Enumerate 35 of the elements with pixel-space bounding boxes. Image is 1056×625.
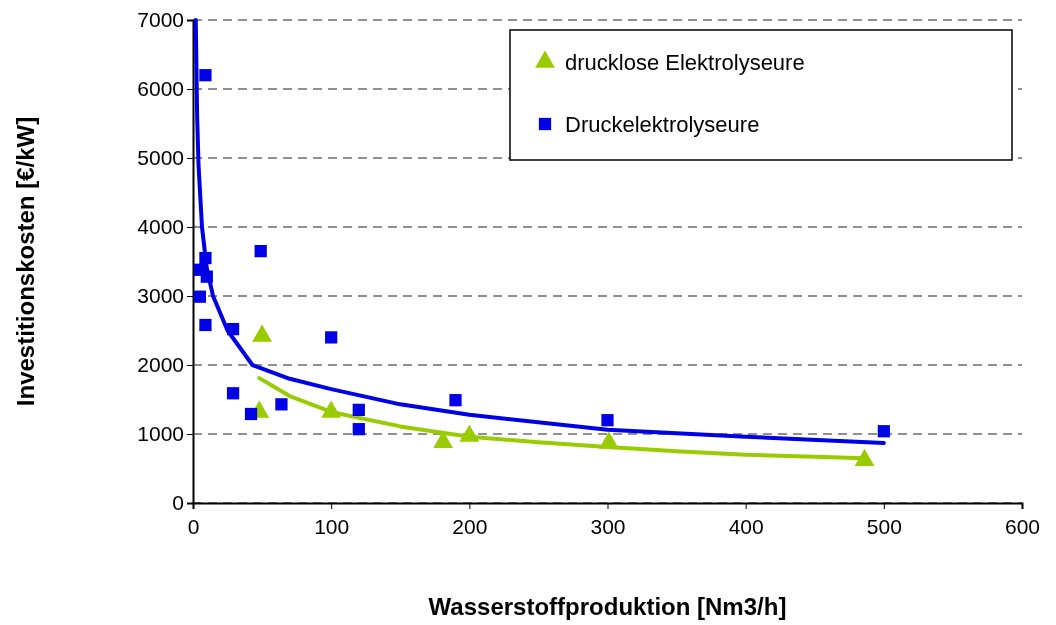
point (244, 407, 258, 421)
point (200, 270, 213, 283)
point (275, 398, 288, 411)
y-tick-label: 1000 (137, 422, 184, 446)
point (449, 394, 462, 407)
y-tick-label: 6000 (137, 77, 184, 101)
x-tick-label: 600 (1004, 515, 1041, 539)
legend-label: drucklose Elektrolyseure (565, 49, 805, 75)
x-tick-label: 400 (728, 515, 764, 539)
point (601, 414, 614, 427)
point (199, 69, 212, 82)
point (193, 290, 207, 303)
point (226, 323, 240, 336)
y-tick-label: 5000 (137, 146, 184, 170)
x-tick-label: 0 (187, 515, 200, 539)
point (352, 423, 365, 436)
legend-label: Druckelektrolyseure (565, 111, 760, 137)
y-tick-label: 4000 (137, 215, 184, 239)
point (199, 318, 212, 332)
point (877, 425, 890, 438)
y-axis-title: Investitionskosten [€/kW] (12, 116, 39, 407)
y-tick-label: 7000 (137, 8, 184, 32)
x-tick-label: 500 (866, 515, 902, 539)
point (199, 251, 212, 265)
x-axis-title: Wasserstoffproduktion [Nm3/h] (428, 593, 787, 620)
x-tick-label: 300 (590, 515, 626, 539)
point (254, 245, 267, 258)
x-tick-label: 200 (452, 515, 488, 539)
y-tick-label: 3000 (137, 284, 184, 308)
y-tick-label: 0 (172, 491, 184, 515)
y-tick-label: 2000 (137, 353, 184, 377)
point (325, 331, 338, 344)
point (226, 387, 240, 400)
x-tick-label: 100 (314, 515, 350, 539)
point (352, 403, 365, 416)
